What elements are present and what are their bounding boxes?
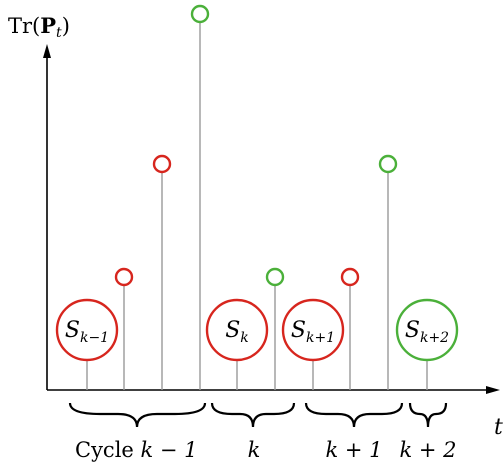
set-node: Sk — [205, 298, 269, 362]
set-label: Sk+1 — [291, 318, 335, 346]
cycle-label: k — [248, 438, 261, 462]
set-circle — [395, 298, 459, 362]
stem-marker-red — [114, 267, 134, 287]
cycle-label: k + 2 — [399, 438, 456, 462]
cycle-label: Cycle k − 1 — [75, 438, 198, 462]
x-axis-arrow — [486, 386, 500, 394]
cycle-braces — [68, 402, 448, 428]
stem-marker-green — [378, 154, 398, 174]
set-circle — [281, 298, 345, 362]
stem-marker-red — [340, 267, 360, 287]
y-label-post: ) — [62, 14, 70, 38]
set-node: Sk+2 — [395, 298, 459, 362]
y-axis-arrow — [43, 44, 51, 58]
axes — [43, 44, 500, 394]
brace-cycle-k-plus-1 — [304, 402, 404, 428]
cycle-labels: Cycle k − 1 k k + 1 k + 2 — [75, 438, 457, 462]
cycle-label: k + 1 — [325, 438, 382, 462]
stems — [86, 4, 428, 390]
set-label: Sk−1 — [65, 318, 109, 346]
x-axis-label: t — [494, 415, 503, 440]
stem-marker-red — [152, 154, 172, 174]
brace-cycle-k — [210, 402, 296, 428]
y-label-pre: Tr( — [8, 14, 40, 38]
y-label-sub: t — [56, 25, 62, 41]
set-circle — [55, 298, 119, 362]
stem-marker-green — [190, 4, 210, 24]
set-nodes: Sk−1 Sk Sk+1 Sk+2 — [55, 298, 459, 362]
y-label-bold: P — [40, 13, 56, 38]
brace-cycle-k-plus-2 — [408, 402, 448, 428]
brace-cycle-k-minus-1 — [68, 402, 207, 428]
set-circle — [205, 298, 269, 362]
stem-marker-green — [265, 267, 285, 287]
y-axis-label: Tr(Pt) — [8, 13, 70, 41]
set-label: Sk — [225, 318, 249, 346]
set-label: Sk+2 — [405, 318, 449, 346]
set-node: Sk+1 — [281, 298, 345, 362]
set-node: Sk−1 — [55, 298, 119, 362]
